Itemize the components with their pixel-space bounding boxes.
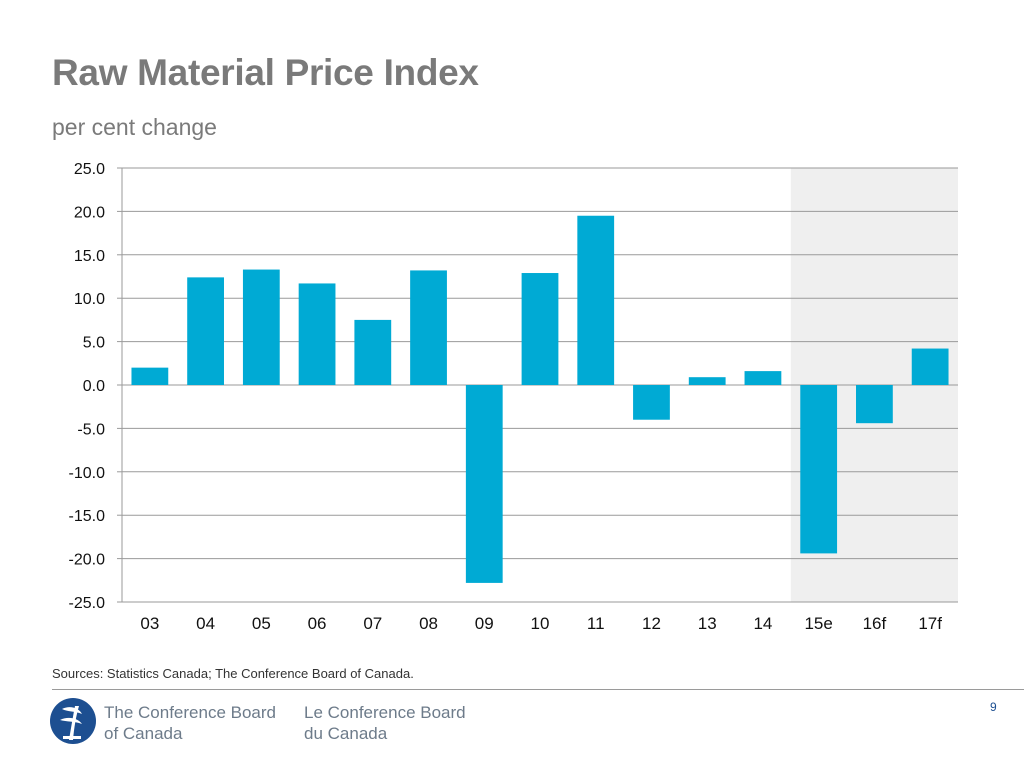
page-number: 9 bbox=[990, 700, 997, 714]
organization-name-french-line1: Le Conference Board bbox=[304, 703, 466, 722]
y-tick-label: -5.0 bbox=[77, 421, 105, 438]
bar-03 bbox=[131, 367, 169, 385]
x-tick-label: 11 bbox=[587, 614, 605, 633]
x-tick-label: 13 bbox=[698, 614, 717, 633]
bar-chart: 25.0 20.0 15.0 10.0 5.0 0.0 -5.0 -10.0 -15.0 -20.… bbox=[69, 161, 958, 633]
y-tick-label: 5.0 bbox=[83, 335, 105, 352]
x-tick-label: 14 bbox=[753, 614, 772, 633]
bar-07 bbox=[354, 319, 392, 385]
bar-14 bbox=[744, 371, 782, 385]
bar-17f bbox=[911, 348, 949, 385]
organization-name-french: Le Conference Board du Canada bbox=[304, 702, 466, 744]
x-tick-label: 07 bbox=[363, 614, 382, 633]
x-tick-label: 16f bbox=[863, 614, 887, 633]
x-tick-label: 08 bbox=[419, 614, 438, 633]
x-tick-label: 03 bbox=[140, 614, 159, 633]
bar-09 bbox=[465, 385, 503, 583]
x-tick-label: 10 bbox=[531, 614, 550, 633]
organization-name-french-line2: du Canada bbox=[304, 724, 388, 743]
bar-16f bbox=[856, 385, 893, 424]
y-tick-label: 15.0 bbox=[74, 248, 105, 265]
bar-13 bbox=[688, 377, 726, 385]
bar-08 bbox=[410, 270, 447, 385]
bar-11 bbox=[577, 215, 615, 385]
bar-12 bbox=[633, 385, 670, 420]
footer-divider bbox=[52, 689, 1024, 690]
bar-06 bbox=[298, 283, 336, 385]
y-tick-label: 20.0 bbox=[74, 204, 105, 221]
y-tick-label: -15.0 bbox=[69, 508, 106, 525]
x-tick-label: 15e bbox=[804, 614, 832, 633]
bar-15e bbox=[800, 385, 838, 554]
bar-05 bbox=[242, 269, 280, 385]
conference-board-logo-icon bbox=[50, 698, 96, 744]
y-tick-label: -10.0 bbox=[69, 465, 106, 482]
organization-name-english-line2: of Canada bbox=[104, 724, 183, 743]
x-tick-label: 12 bbox=[642, 614, 661, 633]
y-tick-label: 0.0 bbox=[83, 378, 105, 395]
y-tick-label: 25.0 bbox=[74, 161, 105, 178]
x-tick-label: 17f bbox=[918, 614, 942, 633]
y-tick-label: 10.0 bbox=[74, 291, 105, 308]
y-tick-label: -25.0 bbox=[69, 595, 106, 612]
chart-subtitle: per cent change bbox=[52, 114, 217, 140]
sources-note: Sources: Statistics Canada; The Conferen… bbox=[52, 666, 414, 681]
organization-name-english-line1: The Conference Board bbox=[104, 703, 276, 722]
y-tick-label: -20.0 bbox=[69, 552, 106, 569]
bar-10 bbox=[521, 273, 559, 385]
chart-title: Raw Material Price Index bbox=[52, 52, 479, 93]
bar-04 bbox=[187, 277, 224, 385]
x-tick-label: 04 bbox=[196, 614, 215, 633]
x-tick-label: 06 bbox=[308, 614, 327, 633]
x-tick-label: 05 bbox=[252, 614, 271, 633]
x-tick-label: 09 bbox=[475, 614, 494, 633]
organization-name-english: The Conference Board of Canada bbox=[104, 702, 276, 744]
